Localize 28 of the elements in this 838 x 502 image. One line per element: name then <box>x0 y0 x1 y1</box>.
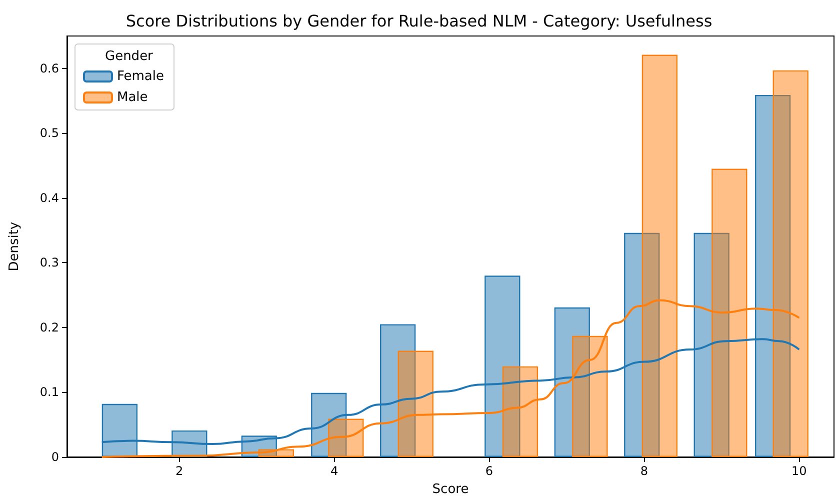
x-tick-label: 2 <box>176 464 184 478</box>
chart-title: Score Distributions by Gender for Rule-based NLM - Category: Usefulness <box>126 12 712 30</box>
y-tick-label: 0.5 <box>40 126 59 140</box>
line-series <box>100 299 800 458</box>
line-series <box>100 338 800 446</box>
bar <box>642 54 678 457</box>
bar <box>398 350 434 457</box>
bar <box>712 168 748 457</box>
bar <box>772 70 808 457</box>
y-tick-label: 0.3 <box>40 256 59 270</box>
legend-label: Male <box>117 90 148 105</box>
y-tick-label: 0.6 <box>40 61 59 76</box>
bar <box>502 366 538 457</box>
x-tick-label: 4 <box>330 464 338 478</box>
bar <box>328 418 364 457</box>
y-tick-label: 0.4 <box>40 190 59 205</box>
y-tick-label: 0.1 <box>40 385 59 400</box>
legend-title: Gender <box>105 49 154 64</box>
y-axis-title: Density <box>7 221 22 272</box>
legend-label: Female <box>117 69 164 84</box>
bar <box>102 404 138 457</box>
x-tick-label: 10 <box>791 464 807 478</box>
y-tick-label: 0 <box>51 450 59 464</box>
x-tick-label: 6 <box>485 464 494 478</box>
bar <box>572 336 608 457</box>
x-axis-title: Score <box>432 482 469 497</box>
y-tick-label: 0.2 <box>40 320 59 334</box>
x-tick-label: 8 <box>640 464 648 478</box>
